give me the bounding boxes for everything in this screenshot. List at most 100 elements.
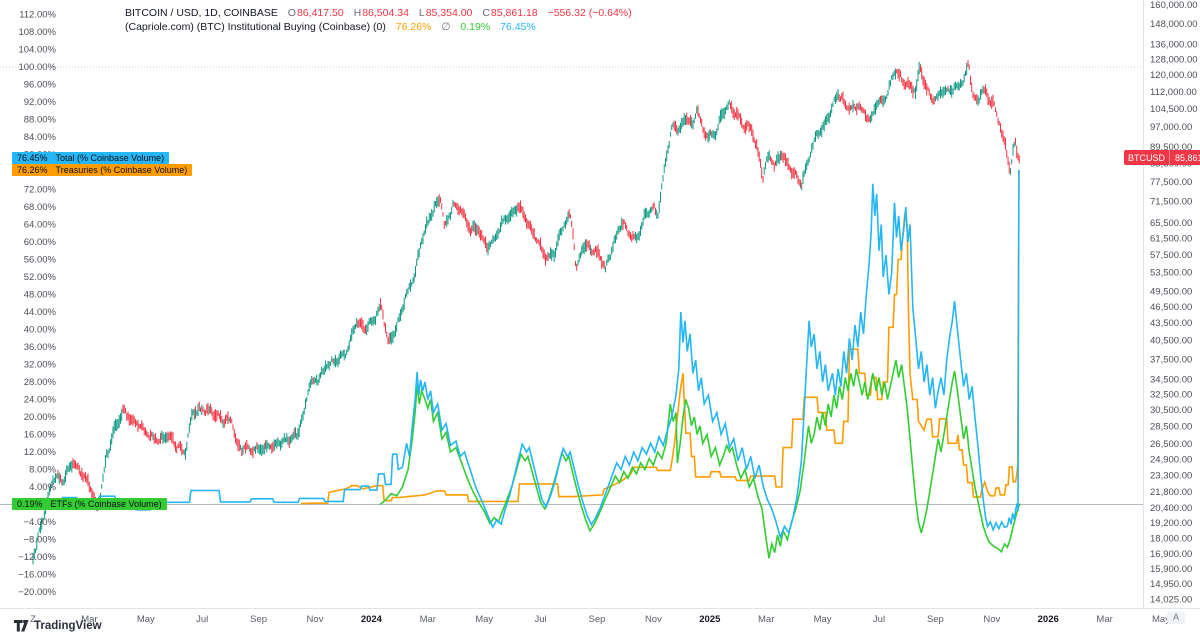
right-axis-tick: 112,000.00 — [1150, 87, 1197, 98]
series-label-treasuries[interactable]: 76.26% Treasuries (% Coinbase Volume) — [12, 163, 193, 176]
price-change: −556.32 (−0.64%) — [547, 7, 632, 19]
left-axis-tick: 44.00% — [24, 307, 57, 318]
right-axis-tick: 23,300.00 — [1150, 471, 1192, 482]
right-axis-tick: 14,950.00 — [1150, 579, 1192, 590]
etfs-line — [379, 359, 1021, 559]
left-axis-tick: 24.00% — [24, 395, 57, 406]
left-axis-tick: 20.00% — [24, 412, 57, 423]
ohlc-high-value: 86,504.34 — [362, 7, 409, 19]
chart-legend: BITCOIN / USD, 1D, COINBASE O86,417.50 H… — [125, 6, 632, 34]
left-axis-tick: 32.00% — [24, 360, 57, 371]
left-axis-tick: 72.00% — [24, 185, 57, 196]
time-axis-area[interactable] — [0, 609, 1200, 633]
left-axis-tick: 60.00% — [24, 237, 57, 248]
indicator-value-total: 76.45% — [500, 21, 536, 33]
time-axis-tick: Sep — [589, 614, 606, 625]
right-axis-tick: 46,500.00 — [1150, 302, 1192, 313]
ohlc-close-value: 85,861.18 — [490, 7, 538, 19]
right-axis-tick: 14,025.00 — [1150, 595, 1192, 606]
time-axis-tick: Mar — [81, 614, 97, 625]
time-axis-tick: May — [475, 614, 493, 625]
right-axis-tick: 53,500.00 — [1150, 268, 1192, 279]
time-axis-tick: Jul — [535, 614, 547, 625]
time-axis-tick: May — [137, 614, 155, 625]
left-axis-tick: −8.00% — [24, 535, 57, 546]
left-axis-tick: −16.00% — [18, 570, 56, 581]
right-axis-tick: 40,500.00 — [1150, 336, 1192, 347]
time-axis-tick: Sep — [927, 614, 944, 625]
tradingview-logo[interactable]: TradingView — [14, 620, 102, 632]
tradingview-logo-icon — [14, 620, 29, 632]
indicator-row: (Capriole.com) (BTC) Institutional Buyin… — [125, 20, 632, 34]
ohlc-low-value: 85,354.00 — [425, 7, 473, 19]
candles-up — [32, 61, 1015, 565]
indicator-value-treasuries: 76.26% — [395, 21, 432, 33]
time-axis-tick: Mar — [420, 614, 436, 625]
right-axis-tick: 32,500.00 — [1150, 389, 1192, 400]
series-label-etfs-value: 0.19% — [17, 499, 43, 509]
right-axis-tick: 20,400.00 — [1150, 503, 1192, 514]
right-axis-tick: 28,500.00 — [1150, 421, 1192, 432]
right-axis-tick: 61,500.00 — [1150, 233, 1192, 244]
left-axis-tick: 28.00% — [24, 377, 57, 388]
time-axis-tick: Jul — [873, 614, 885, 625]
ohlc-open-value: 86,417.50 — [296, 7, 344, 19]
left-axis-tick: 108.00% — [18, 27, 56, 38]
auto-scale-button[interactable]: A — [1167, 611, 1185, 624]
series-label-total[interactable]: 76.45% Total (% Coinbase Volume) — [12, 152, 170, 164]
total-line — [32, 169, 1020, 540]
left-axis-tick: 40.00% — [24, 325, 57, 336]
left-axis-tick: −20.00% — [18, 587, 56, 598]
right-axis-tick: 104,500.00 — [1150, 104, 1198, 115]
left-axis-tick: 104.00% — [18, 45, 56, 56]
left-axis-tick: 100.00% — [18, 62, 56, 73]
time-axis-tick: Sep — [250, 614, 267, 625]
right-axis-tick: 65,500.00 — [1150, 218, 1192, 229]
series-label-etfs[interactable]: 0.19% ETFs (% Coinbase Volume) — [12, 498, 167, 510]
right-axis-tick: 97,000.00 — [1150, 122, 1192, 133]
series-label-treasuries-value: 76.26% — [17, 164, 48, 175]
time-axis-tick: Nov — [983, 614, 1000, 625]
right-axis-tick: 15,900.00 — [1150, 564, 1192, 575]
series-label-total-name: Total (% Coinbase Volume) — [55, 153, 165, 163]
left-axis-tick: 12.00% — [24, 447, 57, 458]
time-axis-tick: May — [814, 614, 832, 625]
last-price-label: BTCUSD 85,861.18 — [1124, 150, 1200, 165]
right-axis-tick: 24,900.00 — [1150, 454, 1192, 465]
indicator-avg-symbol: ∅ — [441, 21, 451, 33]
right-axis-tick: 128,000.00 — [1150, 54, 1198, 65]
left-axis-tick: −12.00% — [18, 552, 56, 563]
right-axis-tick: 136,000.00 — [1150, 39, 1198, 50]
time-axis-tick: Mar — [1096, 614, 1112, 625]
ohlc-low-key: L — [418, 7, 425, 19]
left-axis-tick: 52.00% — [24, 272, 57, 283]
left-axis-tick: 68.00% — [24, 202, 57, 213]
tradingview-logo-text: TradingView — [34, 620, 102, 632]
right-axis-tick: 120,000.00 — [1150, 70, 1198, 81]
right-axis-tick: 71,500.00 — [1150, 197, 1192, 208]
right-axis-tick: 160,000.00 — [1150, 0, 1198, 11]
right-axis-tick: 148,000.00 — [1150, 19, 1198, 30]
left-axis-tick: 64.00% — [24, 220, 57, 231]
right-axis-tick: 19,200.00 — [1150, 518, 1192, 529]
left-axis-tick: 112.00% — [19, 10, 56, 21]
right-axis-tick: 57,500.00 — [1150, 250, 1192, 261]
left-axis-tick: 8.00% — [29, 465, 56, 476]
series-label-total-value: 76.45% — [17, 153, 48, 163]
right-axis-tick: 43,500.00 — [1150, 318, 1192, 329]
indicator-title[interactable]: (Capriole.com) (BTC) Institutional Buyin… — [125, 21, 386, 33]
symbol-title[interactable]: BITCOIN / USD, 1D, COINBASE — [125, 7, 278, 19]
candles-down — [57, 59, 1020, 511]
price-axis-area[interactable] — [1144, 0, 1200, 608]
series-label-treasuries-name: Treasuries (% Coinbase Volume) — [55, 164, 188, 175]
right-axis-tick: 16,900.00 — [1150, 549, 1192, 560]
left-axis-tick: −4.00% — [24, 517, 57, 528]
indicator-value-etfs: 0.19% — [460, 21, 491, 33]
right-axis-tick: 89,500.00 — [1150, 142, 1192, 153]
left-axis-tick: 88.00% — [24, 115, 57, 126]
ohlc-close-key: C — [482, 7, 490, 19]
time-axis-tick: Nov — [645, 614, 662, 625]
last-price-value: 85,861.18 — [1175, 153, 1200, 163]
right-axis-tick: 18,000.00 — [1150, 534, 1192, 545]
